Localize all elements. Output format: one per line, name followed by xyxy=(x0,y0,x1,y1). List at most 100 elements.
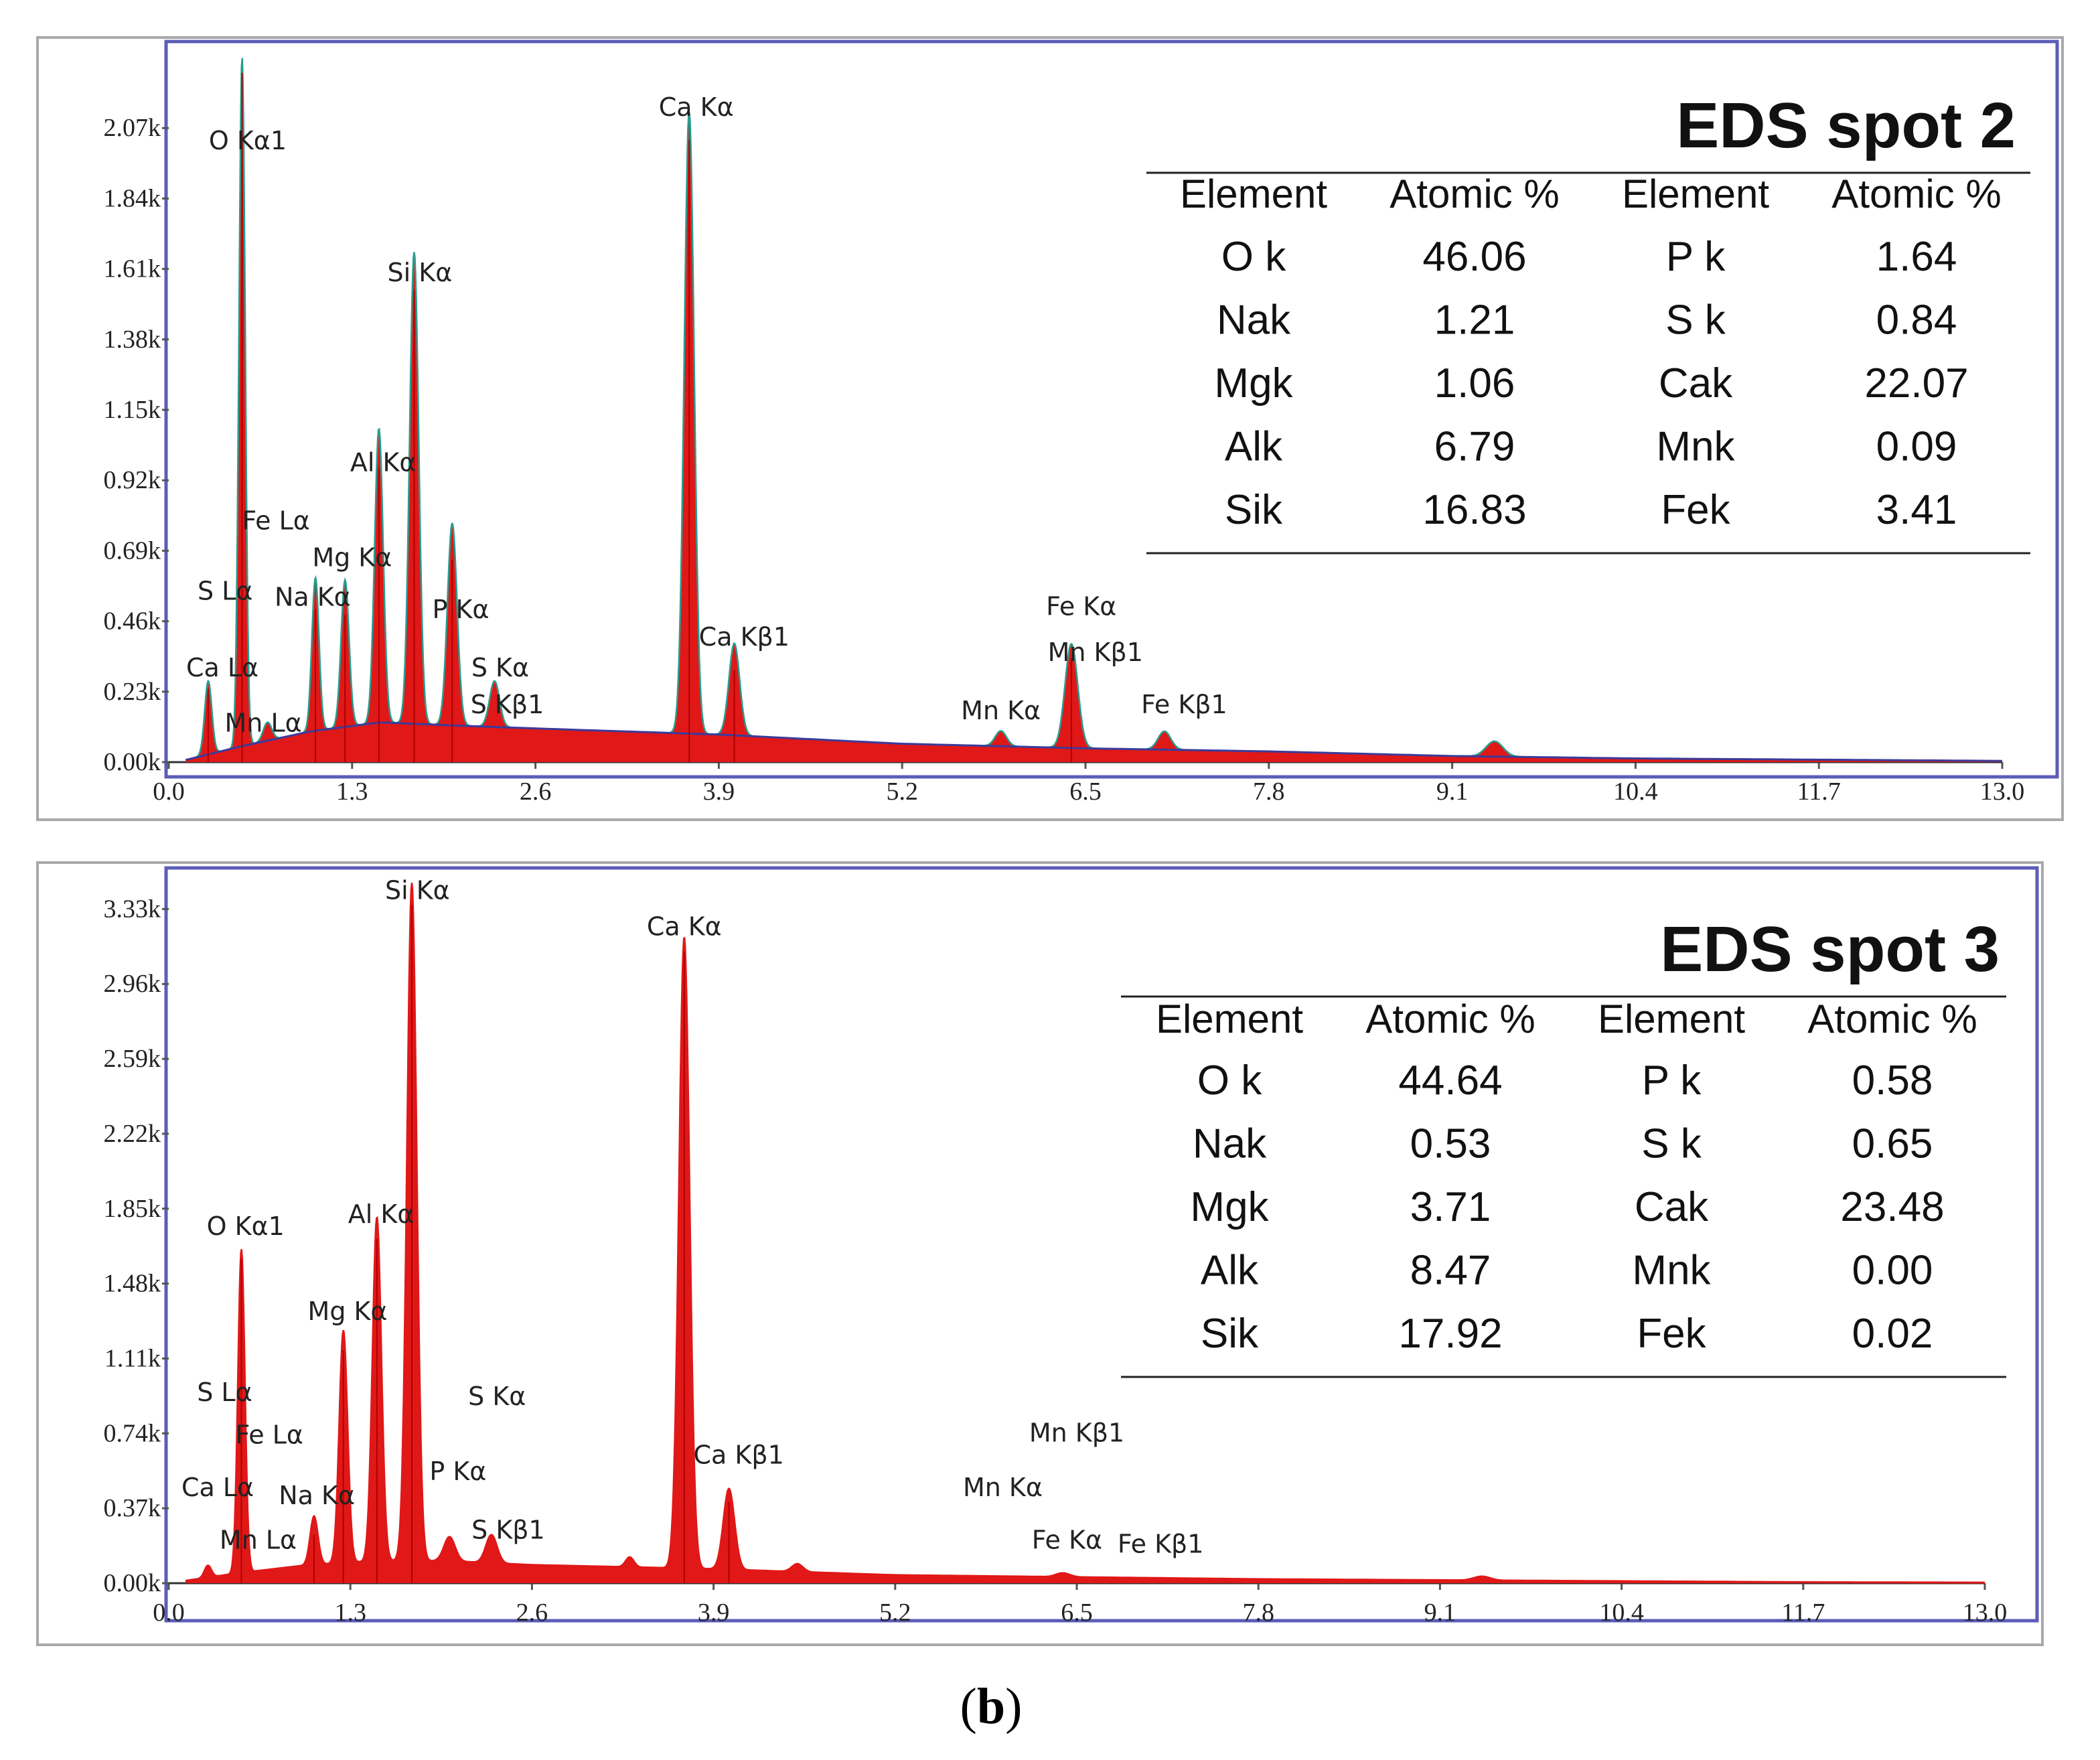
y-tick-label: 1.48k xyxy=(104,1270,161,1298)
x-tick-label: 5.2 xyxy=(879,1599,911,1627)
chart-title: EDS spot 2 xyxy=(1676,90,2016,161)
x-tick-label: 0.0 xyxy=(153,778,185,806)
peak-label: Mg Kα xyxy=(312,542,392,572)
table-cell: O k xyxy=(1221,234,1286,280)
x-tick-label: 10.4 xyxy=(1599,1599,1644,1627)
table-cell: Cak xyxy=(1635,1184,1709,1230)
table-cell: P k xyxy=(1642,1057,1702,1104)
peak-label: Fe Kα xyxy=(1046,591,1116,621)
y-tick-label: 0.46k xyxy=(104,607,161,636)
peak-label: Mg Kα xyxy=(308,1297,388,1326)
table-header-cell: Element xyxy=(1598,997,1745,1041)
table-cell: 22.07 xyxy=(1864,360,1968,407)
y-tick-label: 1.15k xyxy=(104,396,161,424)
peak-label: Ca Kα xyxy=(659,92,734,122)
peak-label: S Kα xyxy=(471,653,529,682)
y-tick-label: 2.07k xyxy=(104,114,161,142)
table-cell: 0.65 xyxy=(1852,1121,1933,1167)
peak-label: Mn Lα xyxy=(225,708,302,737)
plot-frame xyxy=(164,866,2039,1623)
table-cell: 0.84 xyxy=(1876,297,1957,344)
peak-label: P Kα xyxy=(429,1457,486,1486)
table-cell: 3.41 xyxy=(1876,487,1957,533)
peak-label: Mn Kα xyxy=(963,1473,1043,1502)
x-tick-label: 1.3 xyxy=(334,1599,366,1627)
table-cell: 1.06 xyxy=(1434,360,1515,407)
y-tick-label: 0.00k xyxy=(104,1569,161,1597)
peak-label: Na Kα xyxy=(275,583,351,612)
table-cell: O k xyxy=(1197,1057,1262,1104)
table-cell: S k xyxy=(1641,1121,1702,1167)
y-tick-label: 1.61k xyxy=(104,255,161,283)
table-cell: Nak xyxy=(1217,297,1291,344)
chart-title: EDS spot 3 xyxy=(1660,913,2000,985)
x-tick-label: 3.9 xyxy=(703,778,735,806)
table-cell: 1.21 xyxy=(1434,297,1515,344)
table-header-cell: Element xyxy=(1180,171,1327,216)
x-tick-label: 2.6 xyxy=(520,778,552,806)
plot-frame xyxy=(164,40,2059,779)
table-cell: 23.48 xyxy=(1840,1184,1944,1230)
table-cell: Fek xyxy=(1637,1311,1706,1357)
x-tick-label: 13.0 xyxy=(1963,1599,2008,1627)
peak-label: Ca Lα xyxy=(186,653,258,682)
peak-label: Fe Kβ1 xyxy=(1141,690,1227,719)
table-cell: 0.00 xyxy=(1852,1248,1933,1294)
y-tick-label: 2.59k xyxy=(104,1045,161,1073)
peak-label: Al Kα xyxy=(348,1199,415,1229)
peak-label: Mn Kβ1 xyxy=(1048,638,1143,667)
table-header-cell: Atomic % xyxy=(1365,997,1535,1041)
x-tick-label: 11.7 xyxy=(1797,778,1841,806)
table-cell: 0.09 xyxy=(1876,424,1957,470)
table-cell: Mgk xyxy=(1190,1184,1269,1230)
table-cell: Mnk xyxy=(1656,424,1735,470)
eds-spot-2-chart: 0.00k 0.23k 0.46k 0.69k 0.92k 1.15k 1.38k 1.61k… xyxy=(36,36,2064,821)
table-header-cell: Atomic % xyxy=(1807,997,1977,1041)
peak-label: Mn Kβ1 xyxy=(1029,1418,1124,1447)
y-tick-label: 0.92k xyxy=(104,466,161,494)
peak-label: S Lα xyxy=(198,577,252,606)
y-tick-label: 2.22k xyxy=(104,1120,161,1148)
x-tick-label: 1.3 xyxy=(336,778,368,806)
peak-label: O Kα1 xyxy=(207,1212,285,1241)
peak-label: Fe Lα xyxy=(242,506,309,535)
background-curve xyxy=(185,1560,1985,1584)
x-tick-label: 7.8 xyxy=(1253,778,1285,806)
table-cell: Mnk xyxy=(1632,1248,1711,1294)
peak-label: O Kα1 xyxy=(209,126,287,155)
x-tick-label: 11.7 xyxy=(1781,1599,1825,1627)
table-cell: Sik xyxy=(1201,1311,1259,1357)
peak-label: Mn Lα xyxy=(220,1526,297,1555)
table-header-cell: Atomic % xyxy=(1390,171,1559,216)
peak-label: S Kα xyxy=(468,1382,526,1411)
peak-label: Ca Kβ1 xyxy=(694,1441,784,1470)
peak-label: Ca Kβ1 xyxy=(699,622,790,652)
table-cell: 3.71 xyxy=(1410,1184,1491,1230)
x-tick-label: 13.0 xyxy=(1980,778,2025,806)
table-cell: Alk xyxy=(1201,1248,1259,1294)
x-tick-label: 9.1 xyxy=(1436,778,1469,806)
y-tick-label: 1.85k xyxy=(104,1195,161,1223)
x-tick-label: 6.5 xyxy=(1069,778,1102,806)
x-tick-label: 9.1 xyxy=(1424,1599,1456,1627)
table-cell: 8.47 xyxy=(1410,1248,1491,1294)
table-cell: Mgk xyxy=(1214,360,1293,407)
table-cell: S k xyxy=(1665,297,1726,344)
peak-label: Na Kα xyxy=(279,1481,355,1510)
table-cell: Alk xyxy=(1225,424,1283,470)
peak-label: P Kα xyxy=(432,595,489,624)
caption-letter: b xyxy=(976,1678,1006,1735)
y-tick-label: 1.84k xyxy=(104,184,161,212)
peak-label: Si Kα xyxy=(388,258,453,287)
x-tick-label: 0.0 xyxy=(153,1599,185,1627)
figure-caption: (b) xyxy=(960,1678,1023,1735)
peak-label: S Kβ1 xyxy=(471,690,544,719)
background-curve xyxy=(185,721,2003,762)
peak-label: Fe Lα xyxy=(235,1420,303,1449)
peak-label: Mn Kα xyxy=(961,696,1041,725)
peak-label: Fe Kα xyxy=(1032,1526,1102,1555)
x-tick-label: 5.2 xyxy=(886,778,918,806)
table-cell: Fek xyxy=(1661,487,1730,533)
x-tick-label: 10.4 xyxy=(1613,778,1658,806)
